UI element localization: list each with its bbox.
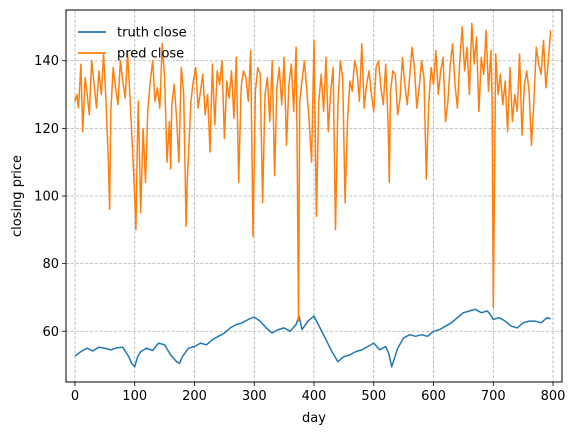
series-line-pred-close <box>74 22 552 322</box>
y-tick-label: 140 <box>34 54 59 69</box>
series-line-truth-close <box>74 308 551 368</box>
axis-ticks: 0 100 200 300 400 500 600 700 800 60 80 100 120 140 <box>34 54 565 404</box>
x-tick-label: 700 <box>481 389 506 404</box>
x-tick-label: 100 <box>122 389 147 404</box>
y-tick-label: 60 <box>42 325 59 340</box>
x-tick-label: 200 <box>182 389 207 404</box>
legend-label: truth close <box>117 26 187 41</box>
x-tick-label: 0 <box>71 389 79 404</box>
legend-label: pred close <box>117 47 184 62</box>
series-lines <box>74 22 552 368</box>
y-tick-label: 100 <box>34 190 59 205</box>
legend: truth close pred close <box>78 26 187 62</box>
x-axis-label: day <box>302 411 326 426</box>
x-tick-label: 400 <box>302 389 327 404</box>
x-tick-label: 300 <box>242 389 267 404</box>
x-tick-label: 500 <box>361 389 386 404</box>
y-tick-label: 80 <box>42 257 59 272</box>
x-tick-label: 800 <box>541 389 566 404</box>
y-tick-label: 120 <box>34 122 59 137</box>
x-tick-label: 600 <box>421 389 446 404</box>
y-axis-label: closing price <box>10 155 25 237</box>
